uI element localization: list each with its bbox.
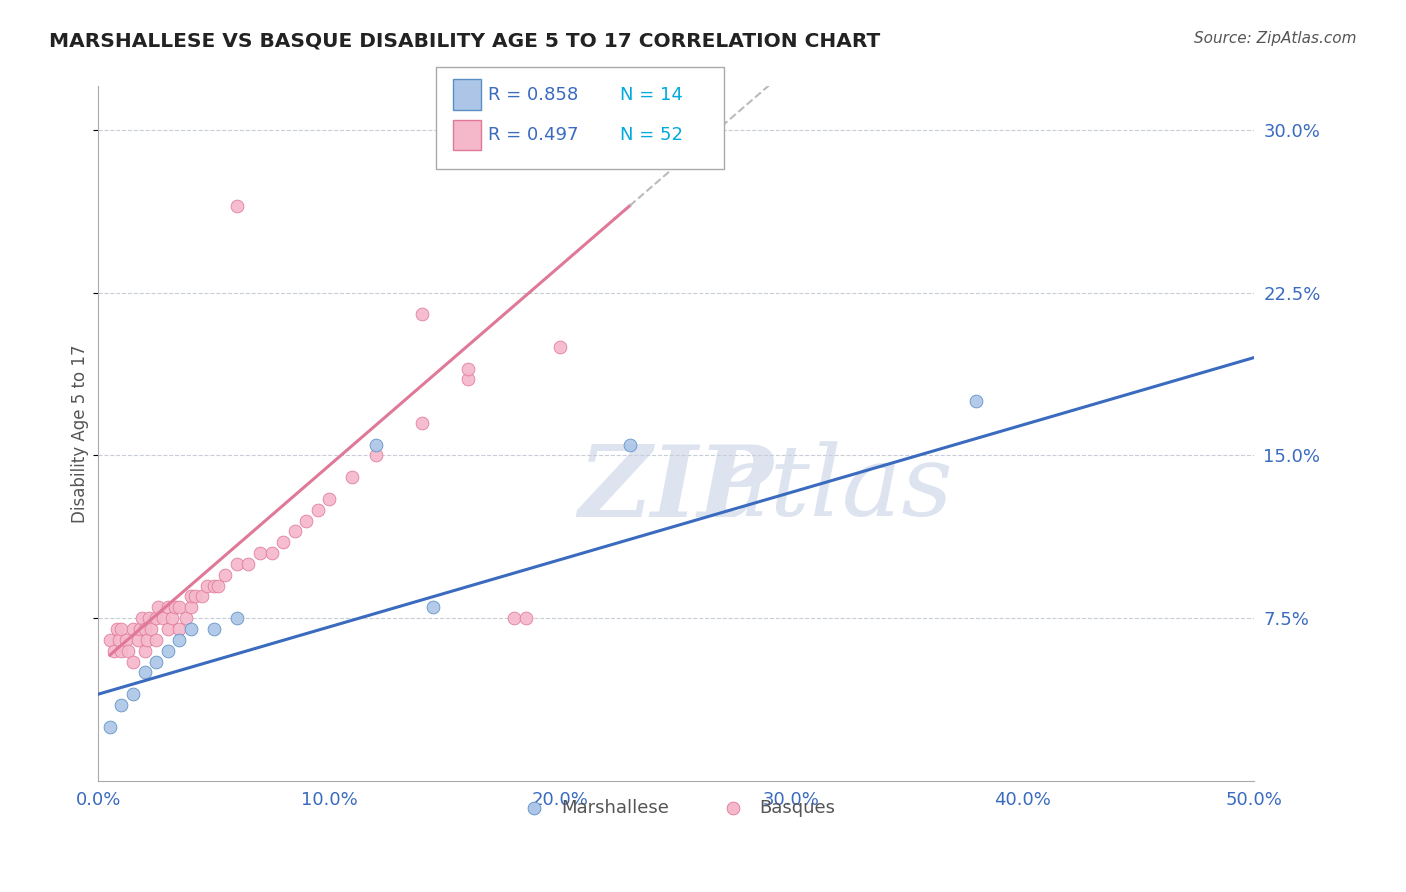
Point (122, 687, 145, 701)
Point (134, 644, 156, 658)
Point (108, 632, 131, 647)
Point (180, 622, 202, 636)
Point (202, 622, 225, 636)
Point (134, 665, 156, 680)
Text: N = 52: N = 52 (620, 126, 683, 144)
Text: R = 0.858: R = 0.858 (488, 86, 578, 103)
Point (364, 449, 387, 463)
Point (226, 557, 249, 571)
Point (156, 622, 179, 636)
Point (295, 514, 318, 528)
Point (152, 611, 174, 625)
Point (167, 632, 190, 647)
Point (117, 644, 139, 658)
Point (174, 611, 197, 625)
Text: Source: ZipAtlas.com: Source: ZipAtlas.com (1194, 31, 1357, 46)
Point (271, 535, 294, 549)
Point (260, 546, 283, 560)
Point (122, 655, 145, 669)
Point (162, 611, 184, 625)
Point (191, 590, 214, 604)
Point (619, 437, 641, 451)
Point (145, 632, 167, 647)
Point (457, 372, 479, 386)
Point (318, 491, 340, 506)
Point (180, 590, 202, 604)
Text: R = 0.497: R = 0.497 (488, 126, 578, 144)
Point (411, 416, 433, 430)
Point (141, 622, 163, 636)
Point (148, 600, 170, 615)
Point (422, 600, 444, 615)
Point (127, 632, 149, 647)
Text: N = 14: N = 14 (620, 86, 683, 103)
Point (156, 600, 179, 615)
Point (131, 611, 153, 625)
Text: MARSHALLESE VS BASQUE DISABILITY AGE 5 TO 17 CORRELATION CHART: MARSHALLESE VS BASQUE DISABILITY AGE 5 T… (49, 31, 880, 50)
Point (411, 307, 433, 321)
Point (284, 524, 307, 539)
Text: ZIP: ZIP (578, 441, 773, 538)
Point (195, 579, 218, 593)
Point (457, 361, 479, 376)
Point (115, 632, 138, 647)
Y-axis label: Disability Age 5 to 17: Disability Age 5 to 17 (72, 344, 89, 523)
Point (342, 470, 364, 484)
Point (135, 632, 157, 647)
Point (163, 600, 186, 615)
Point (110, 644, 132, 658)
Point (145, 655, 167, 669)
Point (167, 622, 190, 636)
Point (550, 340, 572, 354)
Legend: Marshallese, Basques: Marshallese, Basques (509, 791, 842, 824)
Point (134, 622, 156, 636)
Point (214, 567, 236, 582)
Point (103, 644, 125, 658)
Point (238, 557, 260, 571)
Point (202, 579, 225, 593)
Point (98, 632, 121, 647)
Point (207, 579, 229, 593)
Point (167, 600, 190, 615)
Point (98, 720, 121, 734)
Point (138, 611, 160, 625)
Point (105, 622, 128, 636)
Point (180, 600, 202, 615)
Point (145, 611, 167, 625)
Point (226, 611, 249, 625)
Point (249, 546, 271, 560)
Point (110, 622, 132, 636)
Point (156, 644, 179, 658)
Point (364, 437, 387, 451)
Point (184, 590, 207, 604)
Point (128, 622, 150, 636)
Point (226, 199, 249, 213)
Point (965, 394, 987, 409)
Point (503, 611, 526, 625)
Point (110, 698, 132, 712)
Point (515, 611, 537, 625)
Point (307, 502, 329, 516)
Text: atlas: atlas (710, 442, 953, 537)
Point (122, 622, 145, 636)
